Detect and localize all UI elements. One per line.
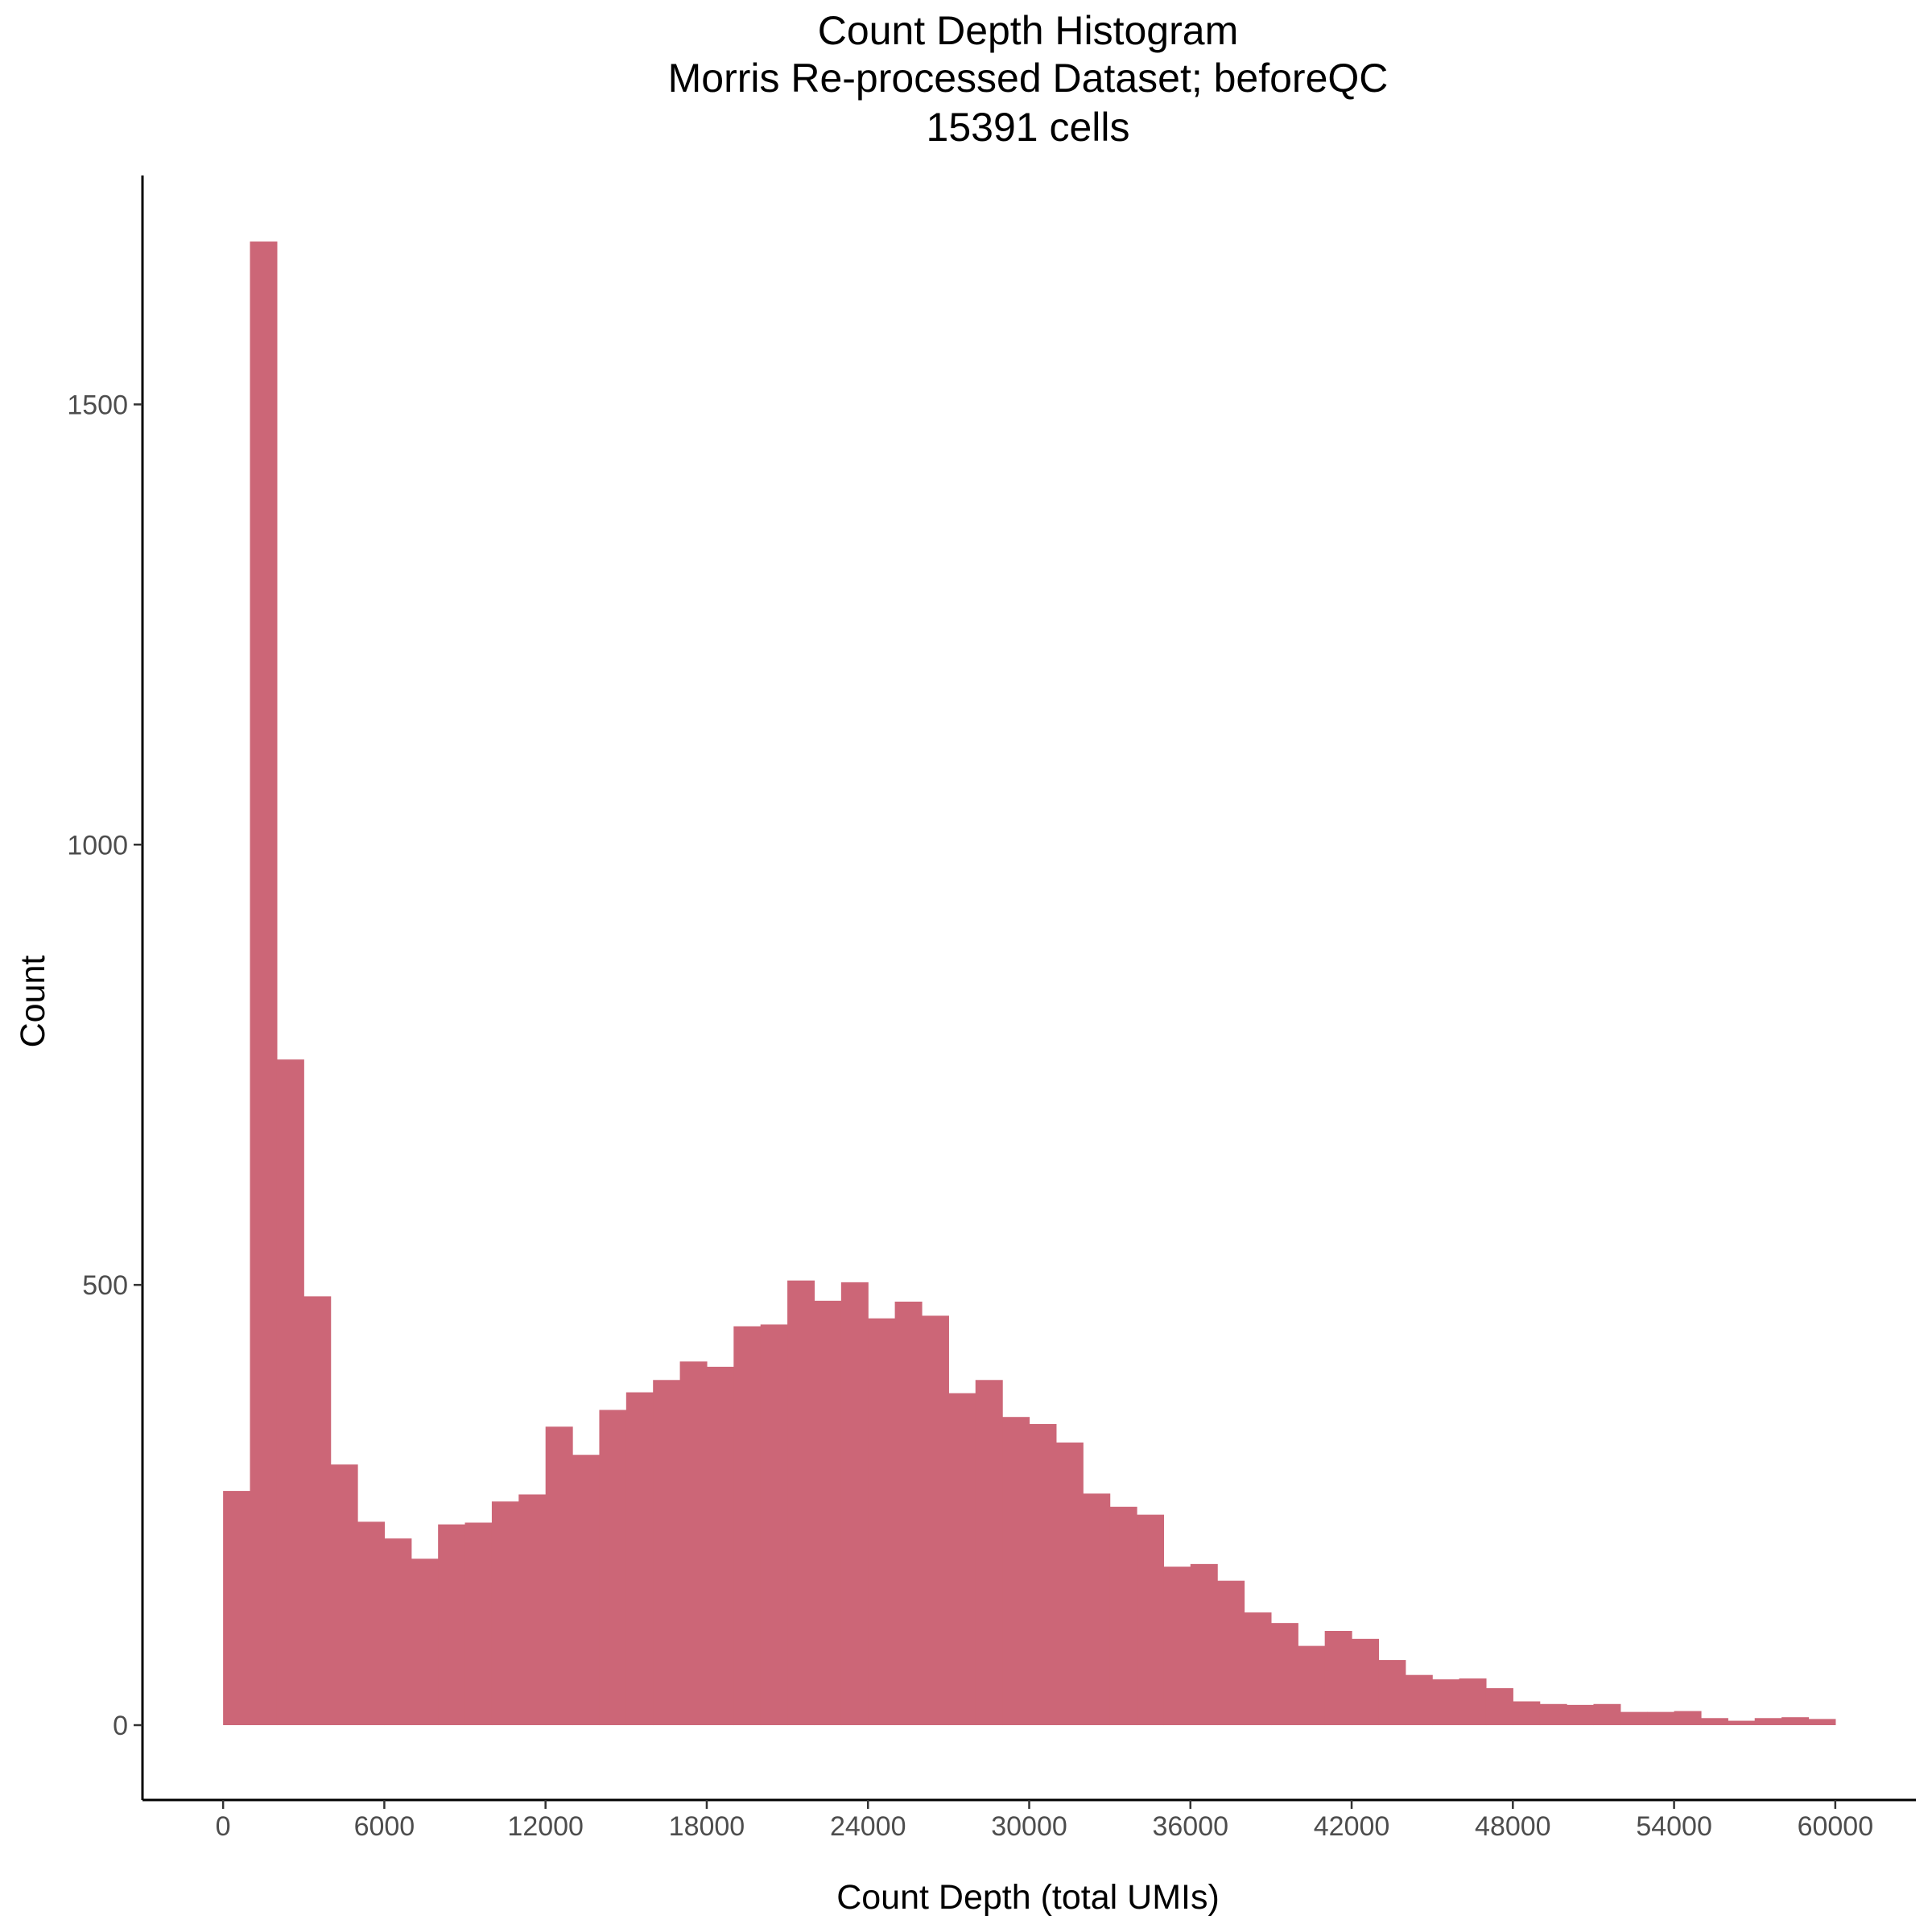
y-axis-title: Count bbox=[14, 956, 52, 1048]
histogram-bar bbox=[599, 1410, 627, 1726]
histogram-bar bbox=[1647, 1711, 1675, 1726]
histogram-bar bbox=[1298, 1645, 1326, 1726]
histogram-bar bbox=[1405, 1674, 1433, 1726]
y-tick-label: 0 bbox=[113, 1711, 128, 1741]
histogram-bar bbox=[1674, 1711, 1702, 1726]
x-tick-label: 12000 bbox=[507, 1811, 584, 1842]
histogram-bar bbox=[1700, 1718, 1728, 1726]
histogram-bar bbox=[921, 1315, 949, 1726]
x-tick-label: 42000 bbox=[1314, 1811, 1390, 1842]
histogram-bar bbox=[250, 242, 278, 1726]
histogram-bar bbox=[1270, 1623, 1298, 1726]
x-tick-label: 6000 bbox=[354, 1811, 415, 1842]
histogram-bar bbox=[1163, 1567, 1191, 1726]
histogram-bar bbox=[733, 1326, 762, 1726]
histogram-bar bbox=[1459, 1678, 1487, 1726]
histogram-bar bbox=[491, 1501, 519, 1726]
histogram-bar bbox=[276, 1059, 304, 1726]
histogram-bar bbox=[1567, 1704, 1595, 1726]
histogram-bar bbox=[1055, 1442, 1084, 1726]
histogram-bar bbox=[411, 1558, 439, 1726]
histogram-bar bbox=[868, 1318, 896, 1726]
histogram-bars bbox=[223, 242, 1836, 1726]
histogram-bar bbox=[545, 1426, 573, 1726]
y-tick-label: 1500 bbox=[67, 390, 128, 420]
axes: 0 6000 12000 18000 24000 30000 36000 42000 48000… bbox=[67, 175, 1916, 1842]
histogram-bar bbox=[1217, 1580, 1245, 1726]
histogram-bar bbox=[975, 1380, 1003, 1726]
histogram-bar bbox=[653, 1380, 681, 1726]
x-axis-title: Count Depth (total UMIs) bbox=[836, 1878, 1220, 1917]
chart-title-block: Count Depth Histogram Morris Re-processe… bbox=[668, 8, 1389, 150]
x-tick-label: 30000 bbox=[991, 1811, 1067, 1842]
histogram-bar bbox=[1808, 1719, 1836, 1726]
histogram-bar bbox=[384, 1538, 412, 1726]
histogram-bar bbox=[760, 1324, 788, 1726]
x-tick-label: 24000 bbox=[830, 1811, 906, 1842]
histogram-bar bbox=[223, 1491, 251, 1726]
histogram-bar bbox=[1593, 1703, 1621, 1726]
histogram-bar bbox=[330, 1464, 358, 1726]
histogram-bar bbox=[1432, 1679, 1460, 1726]
x-tick-label: 36000 bbox=[1152, 1811, 1228, 1842]
histogram-bar bbox=[1754, 1718, 1782, 1726]
y-tick-label: 500 bbox=[82, 1270, 128, 1301]
histogram-bar bbox=[518, 1494, 547, 1726]
chart-subtitle-dataset: Morris Re-processed Dataset; beforeQC bbox=[668, 56, 1389, 101]
histogram-bar bbox=[814, 1300, 842, 1726]
histogram-bar bbox=[1728, 1720, 1756, 1726]
histogram-bar bbox=[1190, 1563, 1218, 1726]
histogram-bar bbox=[1485, 1688, 1513, 1726]
histogram-bar bbox=[1109, 1506, 1137, 1726]
chart-subtitle-cells: 15391 cells bbox=[927, 105, 1130, 150]
histogram-bar bbox=[1324, 1630, 1352, 1726]
histogram-bar bbox=[572, 1455, 601, 1726]
histogram-bar bbox=[1378, 1660, 1406, 1726]
histogram-bar bbox=[1620, 1711, 1648, 1726]
x-tick-label: 54000 bbox=[1636, 1811, 1712, 1842]
histogram-bar bbox=[438, 1524, 466, 1726]
y-tick-label: 1000 bbox=[67, 830, 128, 861]
histogram-bar bbox=[787, 1280, 815, 1726]
histogram-bar bbox=[1781, 1717, 1810, 1726]
histogram-bar bbox=[625, 1392, 654, 1726]
histogram-bar bbox=[1137, 1514, 1164, 1726]
histogram-bar bbox=[303, 1296, 332, 1726]
histogram-bar bbox=[1002, 1417, 1030, 1726]
histogram-bar bbox=[840, 1282, 869, 1726]
histogram-bar bbox=[1539, 1703, 1567, 1726]
x-tick-label: 48000 bbox=[1475, 1811, 1551, 1842]
histogram-bar bbox=[464, 1522, 493, 1726]
histogram-bar bbox=[1352, 1638, 1380, 1726]
histogram-bar bbox=[1029, 1423, 1057, 1726]
histogram-bar bbox=[1513, 1701, 1541, 1726]
x-tick-label: 60000 bbox=[1798, 1811, 1874, 1842]
histogram-bar bbox=[948, 1393, 976, 1726]
chart-title: Count Depth Histogram bbox=[818, 8, 1238, 53]
histogram-bar bbox=[357, 1521, 386, 1726]
histogram-bar bbox=[894, 1301, 923, 1726]
histogram-bar bbox=[679, 1361, 708, 1726]
histogram-bar bbox=[1083, 1493, 1111, 1726]
histogram-bar bbox=[1244, 1612, 1272, 1726]
histogram-bar bbox=[706, 1366, 734, 1726]
x-tick-label: 18000 bbox=[669, 1811, 745, 1842]
x-tick-label: 0 bbox=[216, 1811, 231, 1842]
